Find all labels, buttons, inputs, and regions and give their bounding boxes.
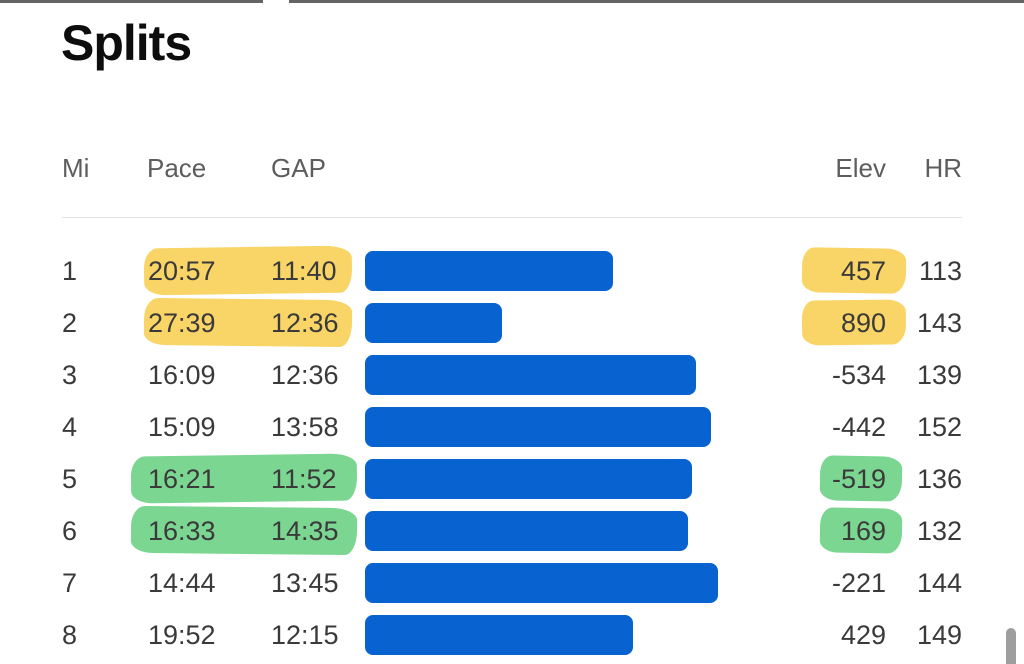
table-row: 2 27:39 12:36 890 143 xyxy=(0,297,1024,349)
hr-value: 113 xyxy=(918,256,962,286)
screenshot-edge-gap xyxy=(263,0,289,4)
pace-value: 20:57 xyxy=(148,256,216,286)
elev-value: -534 xyxy=(831,360,886,390)
pace-value: 16:33 xyxy=(148,516,216,546)
screenshot-edge-artifact xyxy=(0,0,1024,3)
elev-value: 457 xyxy=(840,256,886,286)
hr-value: 132 xyxy=(916,516,962,546)
hr-value: 144 xyxy=(916,568,962,598)
mile-number: 2 xyxy=(62,308,78,338)
mile-number: 3 xyxy=(62,360,78,390)
gap-value: 12:36 xyxy=(271,360,339,390)
mile-number: 8 xyxy=(62,620,78,650)
table-row: 7 14:44 13:45 -221 144 xyxy=(0,557,1024,609)
table-row: 4 15:09 13:58 -442 152 xyxy=(0,401,1024,453)
pace-value: 27:39 xyxy=(148,308,216,338)
pace-bar xyxy=(365,355,696,395)
gap-value: 11:52 xyxy=(271,464,337,494)
gap-value: 13:45 xyxy=(271,568,339,598)
column-header-mi: Mi xyxy=(62,153,90,183)
column-header-pace: Pace xyxy=(147,153,207,183)
column-header-gap: GAP xyxy=(271,153,326,183)
pace-value: 16:21 xyxy=(148,464,216,494)
table-row: 6 16:33 14:35 169 132 xyxy=(0,505,1024,557)
elev-value: 169 xyxy=(840,516,886,546)
pace-bar xyxy=(365,459,692,499)
elev-value: -221 xyxy=(831,568,886,598)
hr-value: 149 xyxy=(916,620,962,650)
elev-value: -442 xyxy=(831,412,886,442)
mile-number: 7 xyxy=(62,568,78,598)
splits-table-body: 1 20:57 11:40 457 113 2 27:39 12:36 890 … xyxy=(0,245,1024,661)
pace-bar xyxy=(365,511,688,551)
pace-bar xyxy=(365,615,633,655)
table-row: 1 20:57 11:40 457 113 xyxy=(0,245,1024,297)
table-header: Mi Pace GAP Elev HR xyxy=(0,153,1024,183)
gap-value: 12:36 xyxy=(271,308,339,338)
scrollbar-thumb[interactable] xyxy=(1006,628,1016,664)
header-divider xyxy=(62,217,962,218)
gap-value: 13:58 xyxy=(271,412,339,442)
pace-value: 15:09 xyxy=(148,412,216,442)
pace-bar xyxy=(365,251,613,291)
table-row: 8 19:52 12:15 429 149 xyxy=(0,609,1024,661)
page-title: Splits xyxy=(61,15,192,71)
table-row: 5 16:21 11:52 -519 136 xyxy=(0,453,1024,505)
mile-number: 1 xyxy=(62,256,78,286)
pace-value: 16:09 xyxy=(148,360,216,390)
gap-value: 12:15 xyxy=(271,620,339,650)
elev-value: -519 xyxy=(831,464,886,494)
pace-bar xyxy=(365,407,711,447)
column-header-elev: Elev xyxy=(835,153,886,183)
hr-value: 139 xyxy=(916,360,962,390)
mile-number: 4 xyxy=(62,412,78,442)
mile-number: 6 xyxy=(62,516,78,546)
table-row: 3 16:09 12:36 -534 139 xyxy=(0,349,1024,401)
gap-value: 14:35 xyxy=(271,516,339,546)
pace-bar xyxy=(365,563,718,603)
elev-value: 429 xyxy=(840,620,886,650)
column-header-hr: HR xyxy=(924,153,962,183)
hr-value: 143 xyxy=(916,308,962,338)
pace-value: 14:44 xyxy=(148,568,216,598)
gap-value: 11:40 xyxy=(271,256,337,286)
mile-number: 5 xyxy=(62,464,78,494)
hr-value: 136 xyxy=(916,464,962,494)
elev-value: 890 xyxy=(840,308,886,338)
hr-value: 152 xyxy=(916,412,962,442)
pace-bar xyxy=(365,303,502,343)
pace-value: 19:52 xyxy=(148,620,216,650)
